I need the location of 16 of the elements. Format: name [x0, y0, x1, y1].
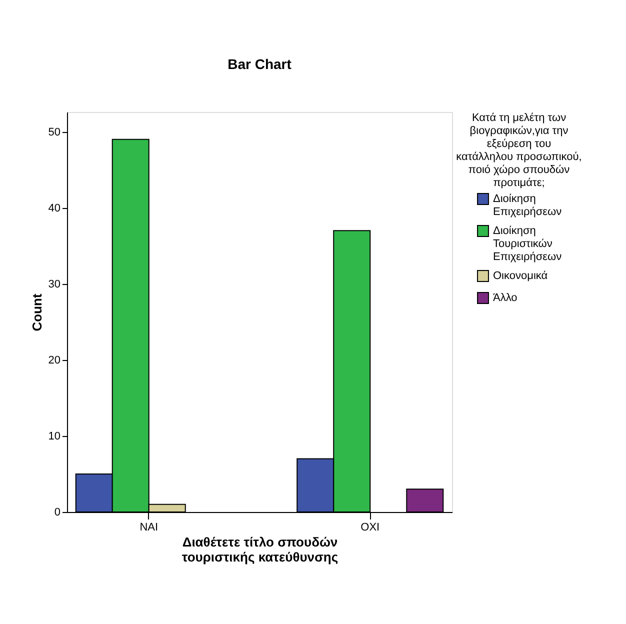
y-axis-title: Count — [29, 293, 44, 332]
y-tick-label: 20 — [48, 354, 60, 366]
y-tick-label: 30 — [48, 278, 60, 290]
chart-title: Bar Chart — [228, 56, 292, 72]
y-tick-label: 0 — [54, 506, 60, 518]
x-axis-title: Διαθέτετε τίτλο σπουδών τουριστικής κατεύθυνσης — [182, 534, 338, 564]
legend-label: Διοίκηση Επιχειρήσεων — [493, 193, 562, 218]
x-tick-label: ΟΧΙ — [360, 522, 380, 534]
y-tick-label: 10 — [48, 430, 60, 442]
y-tick-label: 50 — [48, 126, 60, 138]
legend-label: Διοίκηση Τουριστικών Επιχειρήσεων — [493, 225, 562, 263]
x-tick-label: ΝΑΙ — [140, 522, 158, 534]
legend-label: Οικονομικά — [493, 270, 548, 282]
legend-label: Άλλο — [493, 292, 518, 304]
y-tick-label: 40 — [48, 202, 60, 214]
legend-title: Κατά τη μελέτη των βιογραφικών,για την εξεύρεση του κατάλληλου προσωπικού, ποιό χώρο σπουδών προτιμάτε; — [456, 112, 582, 189]
